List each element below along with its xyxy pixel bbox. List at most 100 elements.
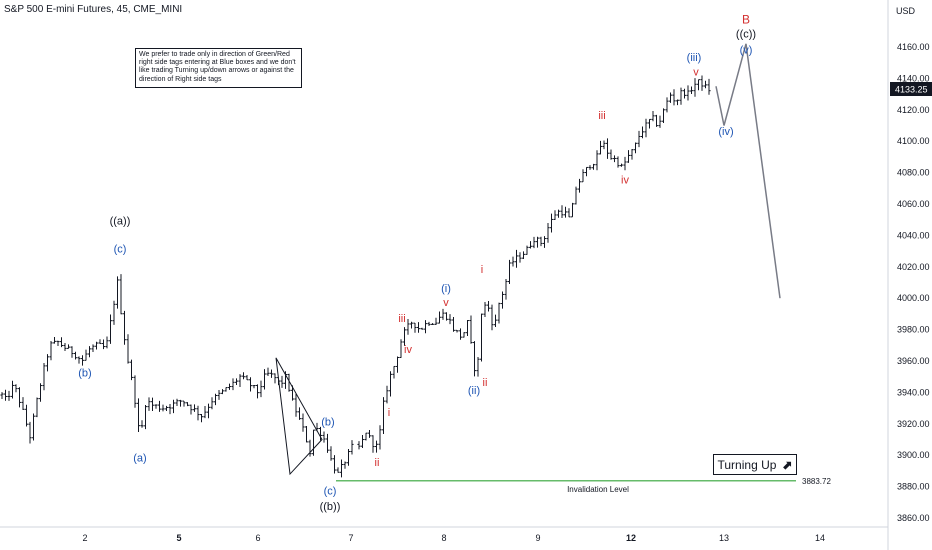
price-tick-label: 4060.00 bbox=[897, 199, 930, 209]
ohlc-bar bbox=[80, 355, 85, 366]
ohlc-bar bbox=[385, 385, 389, 404]
wave-label: v bbox=[443, 297, 449, 309]
ohlc-bar bbox=[252, 384, 256, 389]
ohlc-bar bbox=[28, 421, 32, 444]
ohlc-bar bbox=[171, 399, 176, 414]
ohlc-bar bbox=[640, 126, 645, 139]
ohlc-bar bbox=[476, 357, 480, 377]
ohlc-bar bbox=[87, 346, 92, 358]
time-axis[interactable]: 2 5 6 7 8 9 12 13 14 bbox=[0, 526, 888, 543]
ohlc-bar bbox=[269, 369, 274, 378]
ohlc-bar bbox=[374, 440, 379, 453]
ohlc-bar bbox=[325, 433, 330, 453]
ohlc-bar bbox=[63, 343, 67, 352]
ohlc-bar bbox=[357, 441, 361, 450]
ohlc-bar bbox=[304, 425, 309, 443]
ohlc-bar bbox=[388, 371, 393, 397]
last-price-label: 4133.25 bbox=[895, 84, 928, 94]
ohlc-bar bbox=[455, 329, 459, 333]
ohlc-bar bbox=[259, 380, 263, 398]
ohlc-bar bbox=[91, 344, 95, 352]
ohlc-bar bbox=[122, 310, 127, 345]
invalidation-label: Invalidation Level bbox=[567, 485, 629, 494]
ohlc-bar bbox=[49, 340, 53, 361]
ohlc-bar bbox=[59, 337, 64, 348]
ohlc-bar bbox=[38, 383, 43, 402]
ohlc-bar bbox=[143, 405, 148, 430]
ohlc-bar bbox=[206, 403, 211, 419]
ohlc-bar bbox=[479, 313, 484, 362]
wave-label: ii bbox=[483, 377, 488, 389]
ohlc-bar bbox=[364, 432, 368, 441]
ohlc-bar bbox=[665, 97, 669, 113]
ohlc-bar bbox=[297, 407, 302, 420]
last-price-marker bbox=[890, 81, 932, 96]
turning-up-badge: Turning Up ⬈ bbox=[713, 454, 797, 475]
wave-label: (iii) bbox=[687, 52, 702, 64]
ohlc-bar bbox=[378, 425, 382, 450]
wave-label: ((a)) bbox=[110, 215, 131, 227]
ohlc-bar bbox=[185, 402, 190, 407]
ohlc-bar bbox=[434, 317, 438, 325]
ohlc-bar bbox=[486, 301, 491, 312]
wave-label: i bbox=[388, 407, 390, 419]
ohlc-bar bbox=[213, 393, 218, 406]
ohlc-bar bbox=[416, 322, 421, 333]
price-tick-label: 4040.00 bbox=[897, 230, 930, 240]
ohlc-bar bbox=[560, 205, 564, 219]
ohlc-bar bbox=[84, 349, 88, 361]
ohlc-bar bbox=[675, 99, 680, 106]
ohlc-bar bbox=[626, 150, 631, 163]
ohlc-bar bbox=[679, 87, 683, 105]
ohlc-bar bbox=[602, 140, 606, 150]
wave-label: (a) bbox=[133, 452, 146, 464]
price-tick-label: 4020.00 bbox=[897, 262, 930, 272]
ohlc-bar bbox=[441, 308, 445, 320]
ohlc-bar bbox=[637, 130, 641, 148]
ohlc-bar bbox=[525, 245, 529, 255]
ohlc-bar bbox=[52, 336, 57, 344]
ohlc-bar bbox=[322, 431, 326, 443]
ohlc-bar bbox=[409, 321, 414, 329]
ohlc-bar bbox=[115, 276, 120, 309]
ohlc-bar bbox=[266, 367, 270, 376]
ohlc-bar bbox=[619, 163, 624, 167]
ohlc-bar bbox=[654, 114, 659, 127]
ohlc-bar bbox=[609, 149, 613, 160]
ohlc-bar bbox=[329, 446, 333, 461]
ohlc-bar bbox=[469, 315, 473, 344]
price-axis[interactable]: USD 3860.00 3880.00 3900.00 3920.00 3940.00 39… bbox=[887, 0, 932, 550]
ohlc-bar bbox=[420, 327, 424, 330]
wave-label: (iv) bbox=[718, 126, 733, 138]
time-tick-label: 8 bbox=[441, 533, 446, 543]
ohlc-bar bbox=[119, 274, 123, 315]
ohlc-bar bbox=[157, 400, 162, 412]
time-tick-label: 7 bbox=[348, 533, 353, 543]
ohlc-bar bbox=[686, 85, 690, 101]
ohlc-bar bbox=[514, 249, 519, 268]
ohlc-bar bbox=[367, 430, 372, 438]
ohlc-bar bbox=[301, 413, 305, 432]
ohlc-bar bbox=[413, 322, 417, 333]
ohlc-bar bbox=[224, 387, 228, 392]
wave-label: B bbox=[742, 12, 750, 26]
ohlc-bar bbox=[231, 378, 235, 391]
ohlc-bar bbox=[528, 241, 533, 249]
wave-label: i bbox=[481, 264, 483, 276]
trading-note: We prefer to trade only in direction of … bbox=[135, 48, 302, 88]
ohlc-bar bbox=[77, 356, 81, 364]
ohlc-bar bbox=[497, 302, 501, 324]
wave-label: ii bbox=[375, 457, 380, 469]
projection-path bbox=[715, 43, 781, 299]
ohlc-bar bbox=[343, 461, 347, 469]
ohlc-bar bbox=[35, 397, 39, 418]
ohlc-bar bbox=[651, 111, 655, 122]
invalidation-value: 3883.72 bbox=[802, 477, 831, 486]
ohlc-bar bbox=[66, 344, 71, 349]
ohlc-bar bbox=[241, 372, 246, 380]
ohlc-bar bbox=[507, 259, 512, 284]
ohlc-bar bbox=[140, 420, 144, 428]
ohlc-bar bbox=[175, 398, 179, 406]
price-tick-label: 4120.00 bbox=[897, 105, 930, 115]
